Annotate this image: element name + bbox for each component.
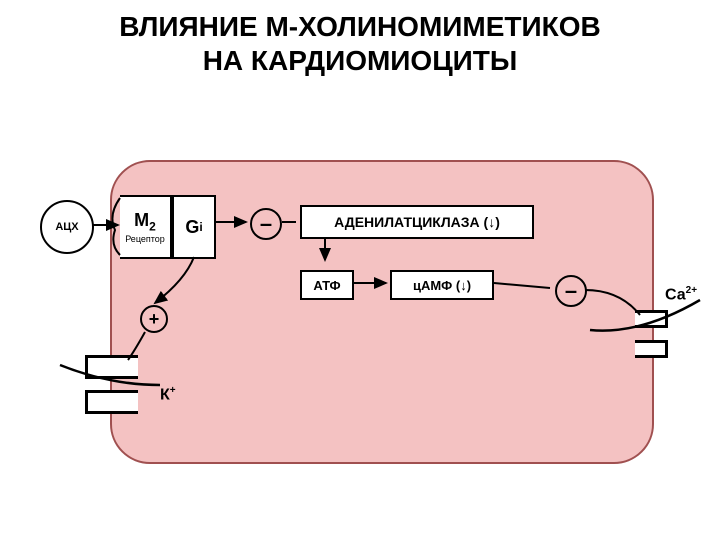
ach-label: АЦХ xyxy=(55,222,78,233)
k-ion-label: К+ xyxy=(160,385,176,404)
gi-protein: Gi xyxy=(172,195,216,259)
ach-molecule: АЦХ xyxy=(40,200,94,254)
m2-receptor: М2 Рецептор xyxy=(120,195,172,259)
diagram-title: ВЛИЯНИЕ М-ХОЛИНОМИМЕТИКОВ НА КАРДИОМИОЦИ… xyxy=(0,10,720,77)
k-channel-bottom xyxy=(85,390,138,414)
ca-ion-label: Са2+ xyxy=(665,285,697,304)
title-line1: ВЛИЯНИЕ М-ХОЛИНОМИМЕТИКОВ xyxy=(119,11,600,42)
ca-channel-bottom xyxy=(635,340,668,358)
k-channel-top xyxy=(85,355,138,379)
camp-box: цАМФ (↓) xyxy=(390,270,494,300)
adenylate-cyclase: АДЕНИЛАТЦИКЛАЗА (↓) xyxy=(300,205,534,239)
receptor-subtitle: Рецептор xyxy=(125,234,165,244)
atp-box: АТФ xyxy=(300,270,354,300)
title-line2: НА КАРДИОМИОЦИТЫ xyxy=(203,45,518,76)
receptor-label: М2 xyxy=(134,210,156,234)
minus-symbol-1: – xyxy=(250,208,282,240)
minus-symbol-2: – xyxy=(555,275,587,307)
ca-channel-top xyxy=(635,310,668,328)
plus-symbol: + xyxy=(140,305,168,333)
